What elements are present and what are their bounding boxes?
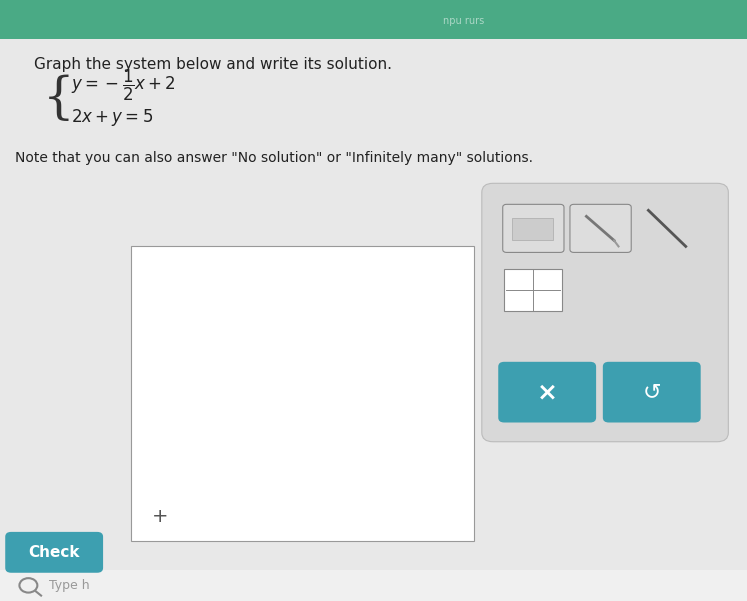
Text: y: y (317, 241, 322, 251)
FancyBboxPatch shape (0, 570, 747, 601)
FancyBboxPatch shape (0, 0, 747, 39)
FancyBboxPatch shape (503, 204, 564, 252)
Text: $2x+y=5$: $2x+y=5$ (71, 107, 153, 127)
FancyBboxPatch shape (498, 362, 596, 423)
Text: x: x (468, 381, 474, 391)
FancyBboxPatch shape (512, 218, 553, 240)
FancyBboxPatch shape (603, 362, 701, 423)
Text: +: + (152, 507, 169, 526)
Text: Note that you can also answer "No solution" or "Infinitely many" solutions.: Note that you can also answer "No soluti… (15, 151, 533, 165)
Text: npu rurs: npu rurs (442, 16, 484, 26)
Text: $y=-\dfrac{1}{2}x+2$: $y=-\dfrac{1}{2}x+2$ (71, 68, 176, 103)
FancyBboxPatch shape (482, 183, 728, 442)
FancyBboxPatch shape (570, 204, 631, 252)
FancyBboxPatch shape (5, 532, 103, 573)
Text: Graph the system below and write its solution.: Graph the system below and write its sol… (34, 57, 391, 72)
FancyBboxPatch shape (504, 269, 562, 311)
FancyBboxPatch shape (0, 0, 747, 577)
Text: ×: × (536, 380, 558, 404)
Text: Type h: Type h (49, 579, 89, 592)
FancyBboxPatch shape (131, 246, 474, 541)
Text: ↺: ↺ (642, 382, 661, 402)
Text: Check: Check (28, 545, 80, 560)
Text: {: { (43, 75, 75, 124)
